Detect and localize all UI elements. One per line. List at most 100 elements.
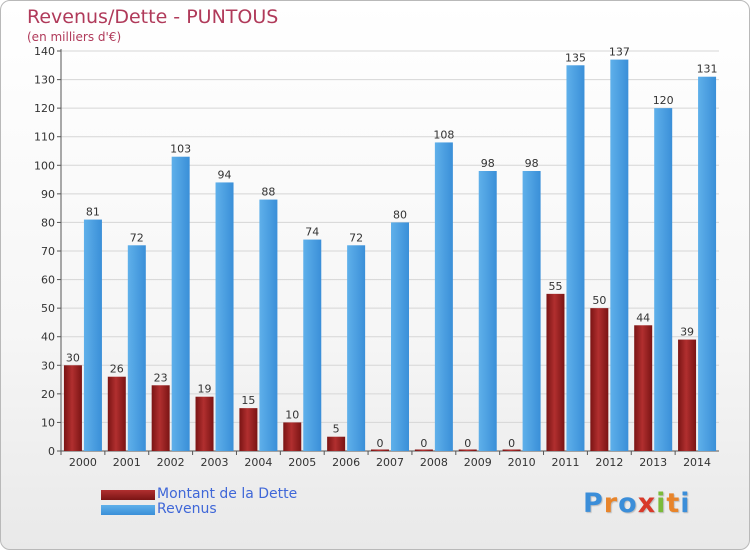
chart-title: Revenus/Dette - PUNTOUS [27,6,279,28]
legend-label-debt: Montant de la Dette [157,486,298,502]
y-tick-label: 140 [34,45,55,58]
bar-revenue [522,171,541,451]
data-label-debt: 15 [241,394,255,407]
legend-item-revenue: Revenus [101,502,297,517]
data-label-debt: 26 [110,363,124,376]
legend-label-revenue: Revenus [157,501,217,517]
legend: Montant de la Dette Revenus [101,487,297,517]
y-tick-label: 130 [34,74,55,87]
bar-revenue [171,156,190,451]
bar-debt [458,449,477,451]
data-label-revenue: 74 [305,226,319,239]
data-label-revenue: 98 [481,157,495,170]
bar-debt [371,449,389,451]
bar-revenue [259,199,278,451]
bar-debt [678,339,697,451]
x-tick-label: 2012 [595,456,623,469]
x-tick-label: 2001 [113,456,141,469]
x-tick-label: 2000 [69,456,97,469]
legend-swatch-revenue [101,504,155,515]
logo-letter: t [666,488,681,519]
bar-revenue [83,219,102,451]
y-tick-label: 120 [34,102,55,115]
data-label-revenue: 120 [653,94,674,107]
y-tick-label: 40 [41,331,55,344]
bar-revenue [347,245,366,451]
bar-revenue [391,222,409,451]
y-tick-label: 70 [41,245,55,258]
x-tick-label: 2010 [508,456,536,469]
data-label-revenue: 108 [433,128,454,141]
data-label-revenue: 103 [170,143,191,156]
bar-revenue [566,65,585,452]
y-tick-label: 10 [41,416,55,429]
bar-debt [239,408,258,451]
data-label-revenue: 135 [565,51,586,64]
data-label-debt: 55 [548,280,562,293]
bar-debt [634,325,653,451]
data-labels: 30 81 26 72 23 103 19 94 15 88 10 74 5 72 0 80 0 108 0 98 0 9… [66,46,718,450]
data-label-debt: 0 [508,437,515,450]
data-label-debt: 0 [377,437,384,450]
bar-debt [414,449,433,451]
bar-debt [107,376,126,451]
y-tick-label: 20 [41,388,55,401]
bar-revenue [434,142,453,451]
x-tick-label: 2007 [376,456,404,469]
bar-debt [195,396,214,451]
data-label-revenue: 131 [697,63,718,76]
bar-debt [63,365,82,451]
legend-item-debt: Montant de la Dette [101,487,297,502]
data-label-debt: 0 [464,437,471,450]
x-tick-label: 2014 [683,456,711,469]
logo-letter: o [618,488,638,519]
bar-revenue [127,245,146,451]
data-label-revenue: 72 [349,231,363,244]
data-label-debt: 10 [285,408,299,421]
chart-subtitle: (en milliers d'€) [27,30,122,44]
logo-letter: r [603,488,619,519]
data-label-revenue: 88 [261,186,275,199]
grid-lines [61,50,719,452]
bar-revenue [610,59,629,451]
logo-letter: x [637,488,657,519]
x-tick-label: 2011 [551,456,579,469]
y-tick-label: 100 [34,159,55,172]
x-tick-label: 2003 [201,456,229,469]
x-tick-label: 2009 [464,456,492,469]
y-tick-label: 110 [34,131,55,144]
data-label-revenue: 80 [393,208,407,221]
bar-debt [283,422,302,451]
data-label-revenue: 81 [86,206,100,219]
y-tick-label: 30 [41,359,55,372]
y-tick-label: 50 [41,302,55,315]
x-tick-label: 2005 [288,456,316,469]
data-label-revenue: 94 [218,168,232,181]
x-tick-label: 2006 [332,456,360,469]
data-label-debt: 19 [198,383,212,396]
proxiti-logo: Proxiti [583,488,691,519]
data-label-revenue: 98 [525,157,539,170]
legend-swatch-debt [101,489,155,500]
bars [63,59,717,452]
x-tick-label: 2002 [157,456,185,469]
bar-revenue [215,182,234,451]
logo-letter: P [583,488,604,519]
y-tick-label: 90 [41,188,55,201]
data-label-debt: 0 [420,437,427,450]
y-tick-label: 80 [41,216,55,229]
y-tick-label: 60 [41,274,55,287]
x-tick-label: 2013 [639,456,667,469]
data-label-debt: 5 [333,423,340,436]
data-label-debt: 44 [636,311,650,324]
bar-revenue [698,76,717,451]
bar-revenue [303,239,322,451]
data-label-debt: 23 [154,371,168,384]
logo-letter: i [680,488,691,519]
x-tick-label: 2004 [244,456,272,469]
data-label-revenue: 137 [609,46,630,59]
data-label-debt: 39 [680,326,694,339]
